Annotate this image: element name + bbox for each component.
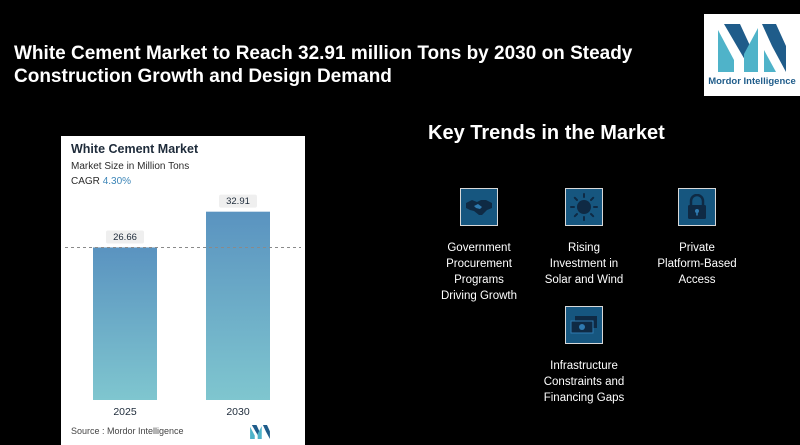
trends-title: Key Trends in the Market xyxy=(428,122,665,144)
mordor-logo-icon xyxy=(718,24,786,72)
trend-label: Government Procurement Programs Driving … xyxy=(440,242,518,302)
cagr-label: CAGR xyxy=(71,176,100,187)
value-label-box xyxy=(219,194,257,208)
lock-icon xyxy=(678,188,716,226)
value-label: 32.91 xyxy=(226,196,250,207)
chart-card: White Cement Market Market Size in Milli… xyxy=(61,136,305,445)
brand-name: Mordor Intelligence xyxy=(708,76,796,87)
chart-source: Source : Mordor Intelligence xyxy=(71,426,184,436)
chart-subtitle: Market Size in Million Tons xyxy=(71,161,190,172)
value-label-box xyxy=(106,230,144,244)
value-label: 26.66 xyxy=(113,232,137,243)
category-label: 2025 xyxy=(113,406,137,418)
trend-label: Infrastructure Constraints and Financing… xyxy=(543,360,625,404)
cagr-value: 4.30% xyxy=(102,176,132,187)
trend-solar-wind: Rising Investment in Solar and Wind xyxy=(524,188,644,288)
category-label: 2030 xyxy=(226,406,250,418)
sun-icon xyxy=(565,188,603,226)
trend-label: Rising Investment in Solar and Wind xyxy=(544,242,624,286)
bar-2030 xyxy=(206,211,270,400)
trend-label: Private Platform-Based Access xyxy=(657,242,737,286)
bar-chart: 26.66 2025 32.91 2030 xyxy=(65,194,301,418)
page-headline: White Cement Market to Reach 32.91 milli… xyxy=(14,43,633,87)
brand-logo: Mordor Intelligence xyxy=(704,14,800,96)
trend-infrastructure: Infrastructure Constraints and Financing… xyxy=(524,306,644,406)
bar-2025 xyxy=(93,247,157,400)
mini-logo-icon xyxy=(250,425,270,439)
handshake-icon xyxy=(460,188,498,226)
trend-government-procurement: Government Procurement Programs Driving … xyxy=(419,188,539,304)
chart-title: White Cement Market xyxy=(71,142,199,156)
trend-private-platform: Private Platform-Based Access xyxy=(637,188,757,288)
chart-cagr: CAGR 4.30% xyxy=(71,176,131,187)
money-icon xyxy=(565,306,603,344)
